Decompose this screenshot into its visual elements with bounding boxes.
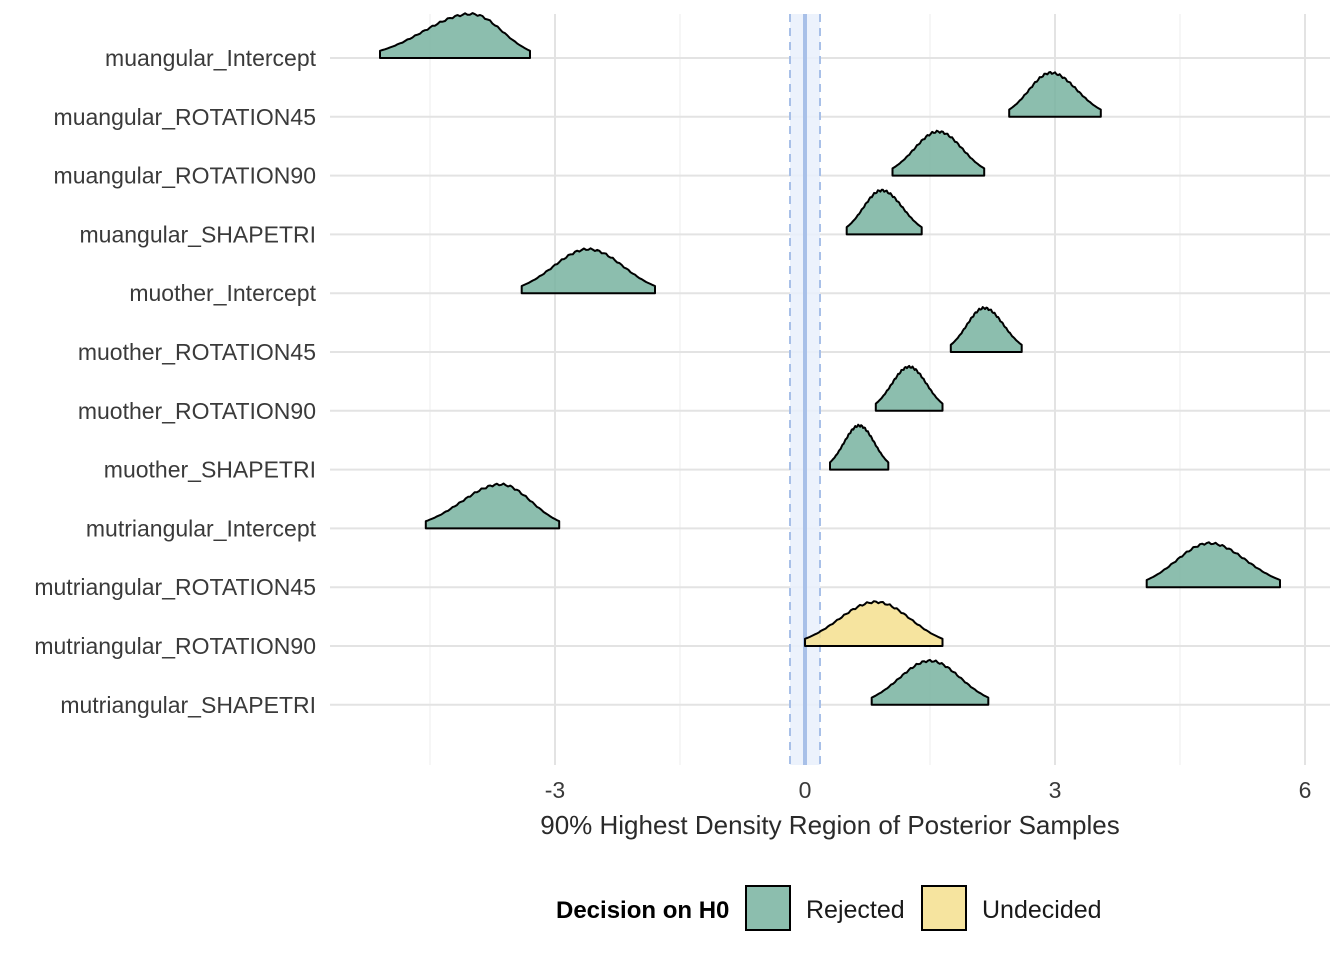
y-tick-label: muangular_SHAPETRI [80,221,317,247]
density-ridge [949,306,1023,353]
density-ridge [1145,541,1281,589]
density-ridge [1008,71,1102,118]
density-ridge [829,423,890,471]
legend-label: Rejected [806,896,905,924]
y-tick-label: muother_ROTATION45 [78,339,316,365]
density-ridge [870,658,990,706]
density-ridges [379,12,1281,706]
density-ridge [379,12,531,59]
y-tick-label: muother_SHAPETRI [104,457,316,483]
y-tick-label: mutriangular_SHAPETRI [60,692,316,718]
y-axis-labels: muangular_Intercept muangular_ROTATION45m… [34,45,316,718]
grid-layer [330,14,1330,765]
legend-label: Undecided [982,896,1102,924]
x-axis-ticks: -3 0 3 6 [545,777,1312,803]
x-tick-label: 3 [1049,777,1062,803]
density-ridge [891,129,986,177]
rope-region [789,14,821,765]
density-ridge [845,188,923,236]
density-ridge [874,364,944,412]
density-ridge [424,482,561,530]
legend-key [745,885,791,931]
legend: Decision on H0 Rejected Undecided [556,885,1102,931]
x-tick-label: 6 [1299,777,1312,803]
y-tick-label: muangular_Intercept [105,45,317,71]
density-ridge [520,247,656,295]
y-tick-label: mutriangular_Intercept [86,515,317,541]
density-ridge [804,600,944,647]
y-tick-label: muother_ROTATION90 [78,398,316,424]
y-tick-label: muangular_ROTATION45 [54,104,316,130]
x-tick-label: 0 [799,777,812,803]
y-tick-label: muother_Intercept [129,280,316,306]
y-tick-label: muangular_ROTATION90 [54,163,316,189]
legend-key [921,885,967,931]
legend-title: Decision on H0 [556,897,729,924]
y-tick-label: mutriangular_ROTATION90 [34,633,316,659]
y-tick-label: mutriangular_ROTATION45 [34,574,316,600]
x-tick-label: -3 [545,777,565,803]
x-axis-title: 90% Highest Density Region of Posterior … [540,810,1120,840]
